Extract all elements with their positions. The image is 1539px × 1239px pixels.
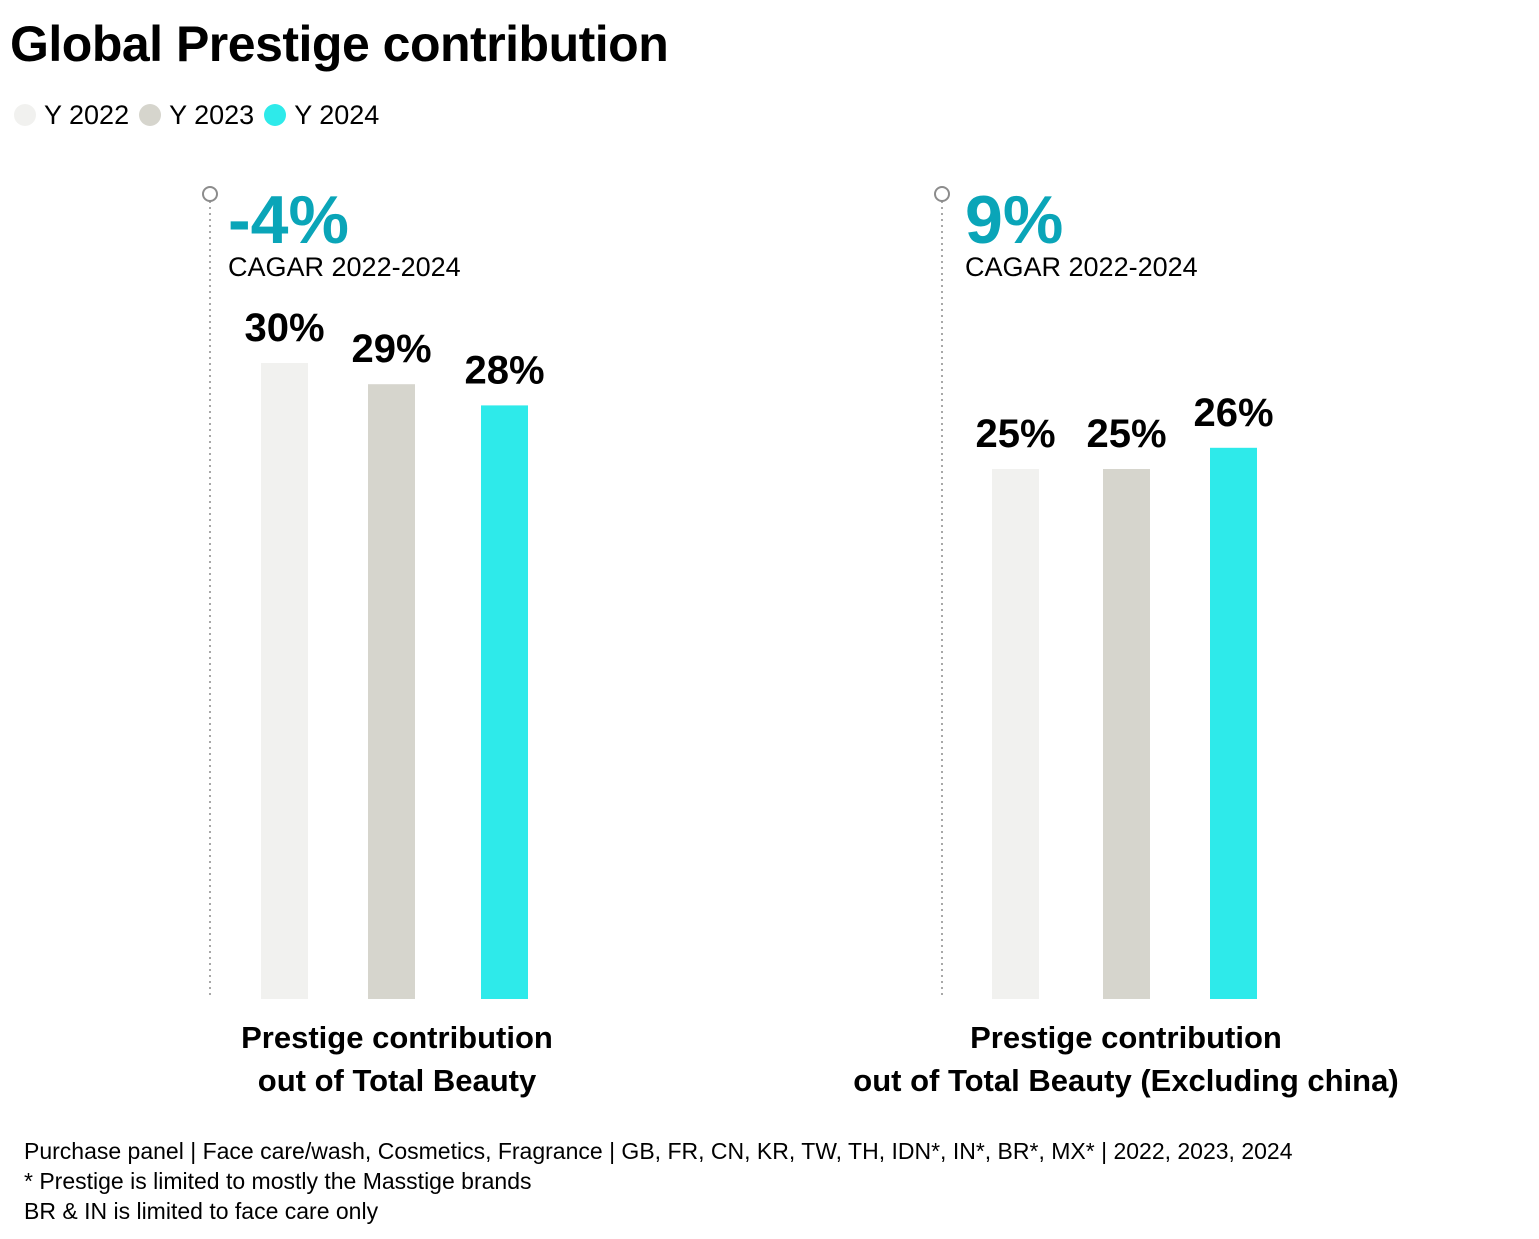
footnote-br-in-note: BR & IN is limited to face care only xyxy=(24,1198,379,1224)
legend: Y 2022 Y 2023 Y 2024 xyxy=(14,98,389,132)
bar-y-2022 xyxy=(992,469,1039,999)
cagr-label: CAGAR 2022-2024 xyxy=(965,252,1198,282)
bar-value-label: 30% xyxy=(244,306,324,350)
footnote-source: Purchase panel | Face care/wash, Cosmeti… xyxy=(24,1138,1293,1164)
cagr-value: -4% xyxy=(228,182,349,258)
legend-label-2022: Y 2022 xyxy=(44,99,130,130)
cagr-label: CAGAR 2022-2024 xyxy=(228,252,461,282)
bar-value-label: 26% xyxy=(1193,391,1273,435)
cagr-value: 9% xyxy=(965,182,1063,258)
footnote-prestige-note: * Prestige is limited to mostly the Mass… xyxy=(24,1168,532,1194)
bar-value-label: 28% xyxy=(464,348,544,392)
legend-swatch-2023 xyxy=(139,104,162,126)
guide-marker-circle xyxy=(934,186,950,202)
bar-y-2022 xyxy=(261,363,308,999)
legend-label-2024: Y 2024 xyxy=(294,99,380,130)
bar-value-label: 25% xyxy=(975,412,1055,456)
panel-axis-title: Prestige contribution xyxy=(241,1020,553,1055)
legend-item-2024: Y 2024 xyxy=(264,100,379,131)
legend-swatch-2024 xyxy=(264,104,287,126)
legend-item-2023: Y 2023 xyxy=(139,100,254,131)
panel-axis-title: Prestige contribution xyxy=(970,1020,1282,1055)
panel-axis-title: out of Total Beauty xyxy=(258,1063,537,1098)
chart-title: Global Prestige contribution xyxy=(10,16,669,72)
guide-marker-circle xyxy=(202,186,218,202)
bar-value-label: 25% xyxy=(1086,412,1166,456)
bar-y-2023 xyxy=(368,384,415,999)
panel-axis-title: out of Total Beauty (Excluding china) xyxy=(853,1063,1398,1098)
legend-swatch-2022 xyxy=(14,104,36,126)
bar-y-2024 xyxy=(481,405,528,999)
legend-item-2022: Y 2022 xyxy=(14,100,129,131)
bar-y-2024 xyxy=(1210,447,1257,999)
legend-label-2023: Y 2023 xyxy=(169,99,255,130)
bar-value-label: 29% xyxy=(351,327,431,371)
bar-y-2023 xyxy=(1103,469,1150,999)
footnotes: Purchase panel | Face care/wash, Cosmeti… xyxy=(24,1136,1293,1226)
